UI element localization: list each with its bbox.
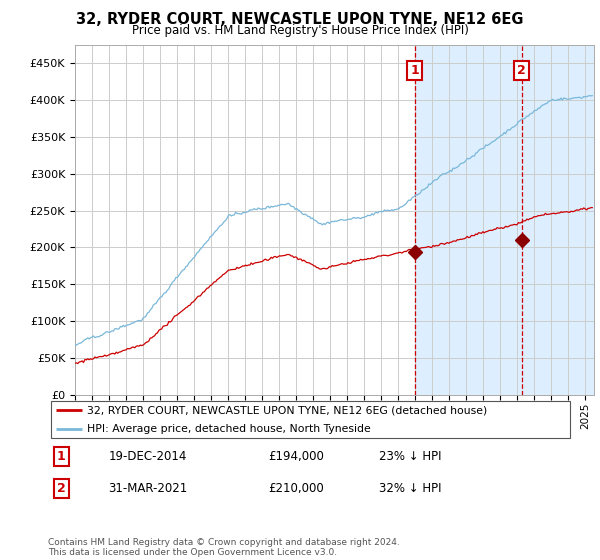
Text: 19-DEC-2014: 19-DEC-2014 bbox=[109, 450, 187, 463]
Text: 31-MAR-2021: 31-MAR-2021 bbox=[109, 482, 188, 495]
FancyBboxPatch shape bbox=[50, 401, 571, 438]
Text: 2: 2 bbox=[57, 482, 65, 495]
Text: 2: 2 bbox=[517, 64, 526, 77]
Text: HPI: Average price, detached house, North Tyneside: HPI: Average price, detached house, Nort… bbox=[88, 424, 371, 433]
Text: 23% ↓ HPI: 23% ↓ HPI bbox=[379, 450, 441, 463]
Text: 1: 1 bbox=[57, 450, 65, 463]
Bar bbox=[415, 45, 600, 395]
Text: £194,000: £194,000 bbox=[269, 450, 325, 463]
Text: 32, RYDER COURT, NEWCASTLE UPON TYNE, NE12 6EG: 32, RYDER COURT, NEWCASTLE UPON TYNE, NE… bbox=[76, 12, 524, 27]
Text: 32, RYDER COURT, NEWCASTLE UPON TYNE, NE12 6EG (detached house): 32, RYDER COURT, NEWCASTLE UPON TYNE, NE… bbox=[88, 405, 488, 415]
Text: Price paid vs. HM Land Registry's House Price Index (HPI): Price paid vs. HM Land Registry's House … bbox=[131, 24, 469, 37]
Text: 32% ↓ HPI: 32% ↓ HPI bbox=[379, 482, 441, 495]
Text: £210,000: £210,000 bbox=[269, 482, 324, 495]
Text: Contains HM Land Registry data © Crown copyright and database right 2024.
This d: Contains HM Land Registry data © Crown c… bbox=[48, 538, 400, 557]
Text: 1: 1 bbox=[410, 64, 419, 77]
